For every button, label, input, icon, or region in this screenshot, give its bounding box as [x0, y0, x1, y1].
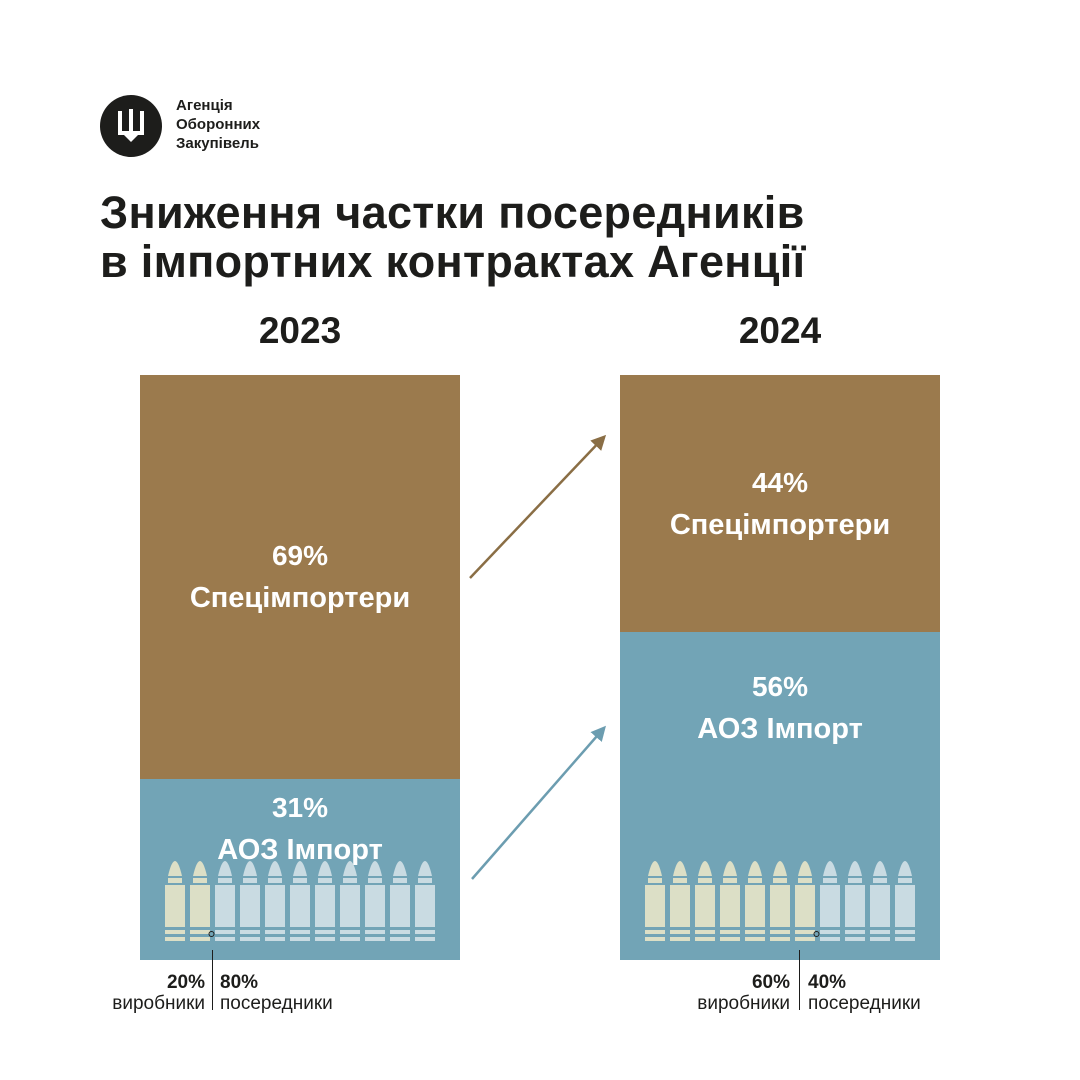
cartridge-icon	[895, 861, 915, 941]
intermediaries-percent: 80%	[220, 972, 259, 993]
divider-marker	[208, 931, 215, 937]
logo-line: Агенція	[176, 97, 233, 114]
stacked-bar-2024: 44% Спецімпортери 56% АОЗ Імпорт	[620, 375, 940, 960]
producers-percent: 60%	[751, 972, 790, 993]
producers-percent: 20%	[166, 972, 205, 993]
breakdown-divider	[799, 950, 800, 1010]
page-title: Зниження частки посередників в імпортних…	[100, 188, 1000, 286]
logo-line: Оборонних	[176, 116, 261, 133]
cartridge-icon	[290, 861, 310, 941]
logo-line: Закупівель	[176, 135, 259, 152]
intermediaries-share-2024: 40% посередники	[808, 972, 921, 1014]
divider-marker	[813, 931, 820, 937]
segment-percent: 44%	[751, 466, 809, 498]
cartridge-icon	[415, 861, 435, 941]
cartridge-icon	[870, 861, 890, 941]
segment-name: АОЗ Імпорт	[217, 834, 383, 866]
logo-icon	[100, 95, 162, 157]
arrow-special-importers-icon	[469, 434, 607, 579]
title-line-1: Зниження частки посередників	[100, 187, 805, 238]
producers-share-2024: 60% виробники	[645, 972, 790, 1014]
ammo-row-icon	[645, 861, 915, 941]
intermediaries-label: посередники	[808, 993, 921, 1014]
segment-label: 44% Спецімпортери	[620, 462, 940, 546]
cartridge-icon	[240, 861, 260, 941]
cartridge-icon	[795, 861, 815, 941]
segment-label: 56% АОЗ Імпорт	[620, 666, 940, 750]
bar-segment-special-importers-2023: 69% Спецімпортери	[140, 375, 460, 779]
intermediaries-share-2023: 80% посередники	[220, 972, 333, 1014]
segment-percent: 31%	[271, 792, 329, 823]
cartridge-icon	[720, 861, 740, 941]
cartridge-icon	[165, 861, 185, 941]
cartridge-icon	[365, 861, 385, 941]
cartridge-icon	[820, 861, 840, 941]
segment-name: Спецімпортери	[189, 582, 411, 614]
segment-name: Спецімпортери	[669, 508, 891, 541]
cartridge-icon	[745, 861, 765, 941]
title-line-2: в імпортних контрактах Агенції	[100, 236, 806, 287]
cartridge-icon	[190, 861, 210, 941]
cartridge-icon	[695, 861, 715, 941]
segment-percent: 69%	[271, 540, 329, 571]
intermediaries-percent: 40%	[808, 972, 847, 993]
bar-segment-aoz-import-2024: 56% АОЗ Імпорт	[620, 632, 940, 960]
breakdown-divider	[212, 950, 213, 1010]
cartridge-icon	[670, 861, 690, 941]
segment-label: 31% АОЗ Імпорт	[140, 787, 460, 871]
cartridge-icon	[215, 861, 235, 941]
cartridge-icon	[645, 861, 665, 941]
year-label-2023: 2023	[258, 310, 342, 351]
ammo-row-icon	[165, 861, 435, 941]
bar-segment-special-importers-2024: 44% Спецімпортери	[620, 375, 940, 632]
stacked-bar-2023: 69% Спецімпортери 31% АОЗ Імпорт	[140, 375, 460, 960]
cartridge-icon	[340, 861, 360, 941]
cartridge-icon	[265, 861, 285, 941]
year-label-2024: 2024	[738, 310, 822, 351]
producers-label: виробники	[112, 993, 205, 1014]
cartridge-icon	[315, 861, 335, 941]
intermediaries-label: посередники	[220, 993, 333, 1014]
segment-percent: 56%	[751, 671, 809, 702]
segment-label: 69% Спецімпортери	[140, 535, 460, 619]
producers-share-2023: 20% виробники	[60, 972, 205, 1014]
producers-label: виробники	[697, 993, 790, 1014]
bar-segment-aoz-import-2023: 31% АОЗ Імпорт	[140, 779, 460, 960]
cartridge-icon	[770, 861, 790, 941]
cartridge-icon	[845, 861, 865, 941]
cartridge-icon	[390, 861, 410, 941]
logo-text: Агенція Оборонних Закупівель	[176, 96, 260, 153]
segment-name: АОЗ Імпорт	[697, 713, 863, 745]
arrow-aoz-import-icon	[471, 725, 606, 880]
